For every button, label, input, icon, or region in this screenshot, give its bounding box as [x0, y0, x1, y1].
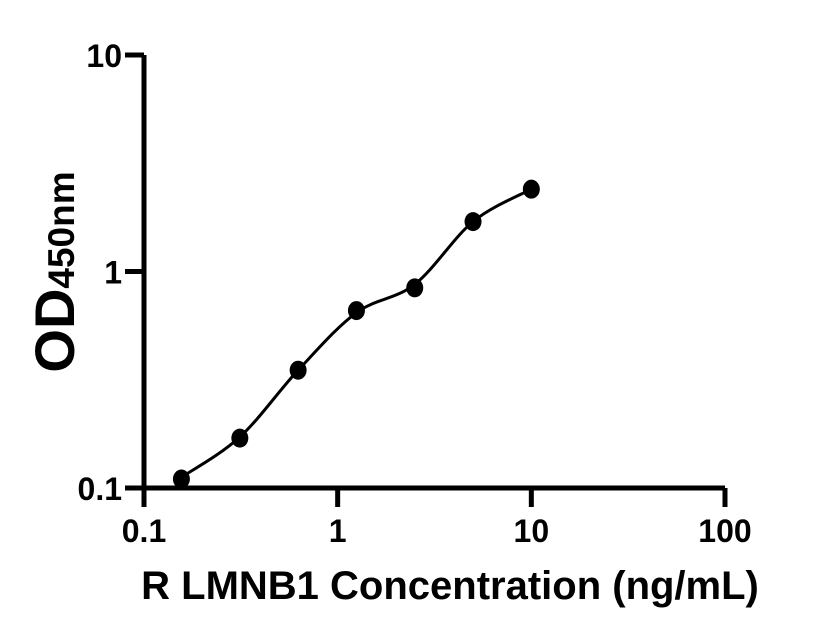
y-axis-title-subscript: 450nm — [41, 171, 82, 289]
data-point-2.5 — [406, 278, 424, 298]
y-axis-title-main: OD — [23, 288, 86, 373]
x-axis-title: R LMNB1 Concentration (ng/mL) — [141, 564, 759, 608]
y-tick-label-0.1: 0.1 — [78, 471, 122, 507]
y-tick-label-1: 1 — [104, 255, 122, 291]
x-tick-label-100: 100 — [698, 513, 751, 549]
data-point-10 — [522, 179, 540, 199]
data-point-0.156 — [172, 469, 190, 489]
data-point-0.625 — [289, 360, 307, 380]
data-point-5 — [464, 212, 482, 232]
data-point-1.25 — [347, 301, 365, 321]
y-axis-title: OD450nm — [23, 171, 86, 372]
y-tick-label-10: 10 — [86, 38, 122, 74]
x-tick-label-0.1: 0.1 — [122, 513, 166, 549]
data-point-0.3125 — [231, 428, 249, 448]
x-tick-label-10: 10 — [514, 513, 550, 549]
x-tick-label-1: 1 — [329, 513, 347, 549]
